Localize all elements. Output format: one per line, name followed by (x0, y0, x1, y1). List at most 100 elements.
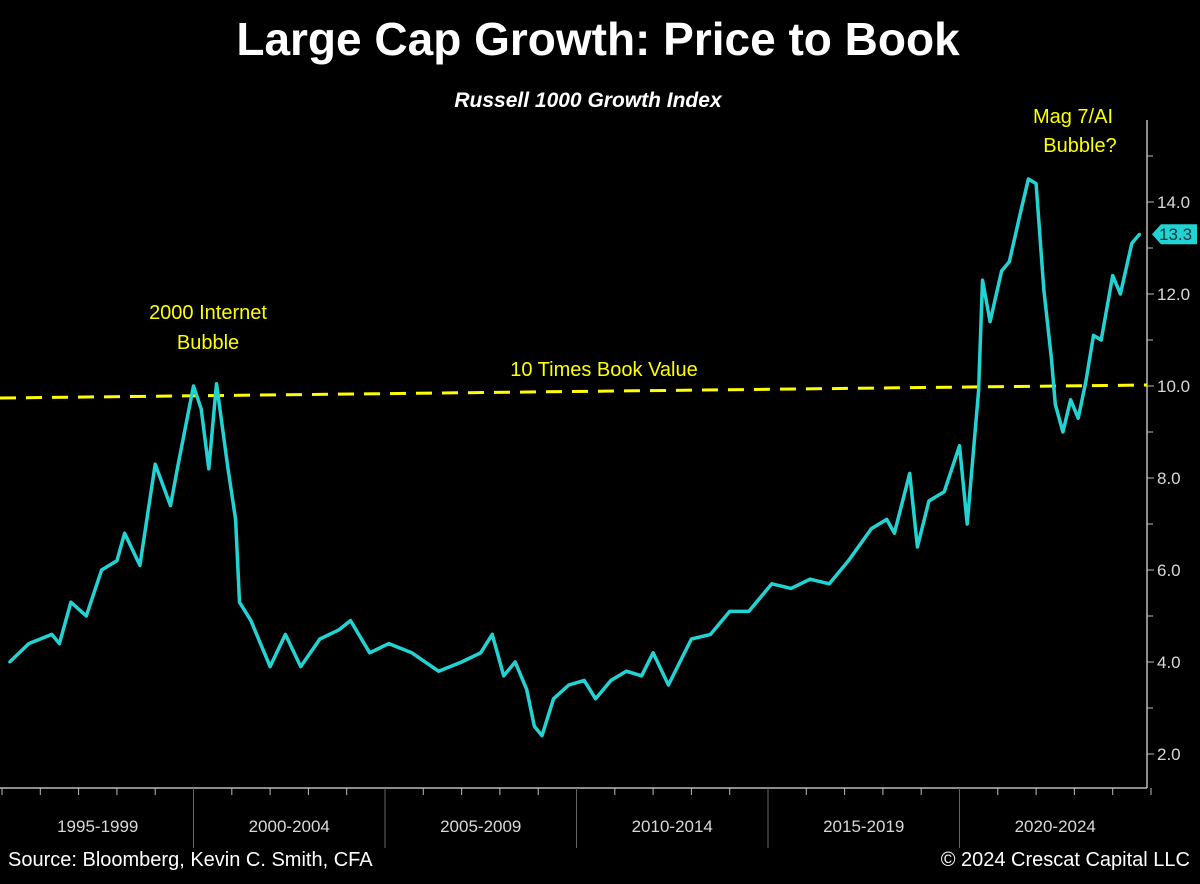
data-point (885, 517, 889, 521)
data-point (260, 646, 264, 650)
data-point (1053, 402, 1057, 406)
y-tick-label: 10.0 (1157, 377, 1190, 396)
data-point (747, 609, 751, 613)
data-point (57, 642, 61, 646)
copyright-note: © 2024 Crescat Capital LLC (941, 849, 1190, 871)
chart-subtitle: Russell 1000 Growth Index (454, 89, 723, 112)
data-point (283, 632, 287, 636)
data-point (651, 651, 655, 655)
data-point (540, 734, 544, 738)
data-point (728, 609, 732, 613)
data-point (609, 678, 613, 682)
y-tick-label: 14.0 (1157, 193, 1190, 212)
data-point (958, 444, 961, 448)
data-point (1076, 416, 1080, 420)
annotation-ai-bubble-line2: Bubble? (1043, 135, 1116, 157)
data-point (169, 504, 173, 508)
x-category-label: 2020-2024 (1015, 817, 1096, 836)
series-points (8, 177, 1142, 738)
data-point (226, 467, 230, 471)
x-category-label: 2015-2019 (823, 817, 904, 836)
annotation-internet-bubble-line1: 2000 Internet (149, 302, 267, 324)
data-point (567, 683, 571, 687)
data-point (237, 600, 241, 604)
data-point (624, 669, 628, 673)
data-point (689, 637, 693, 641)
data-point (437, 669, 441, 673)
data-point (100, 568, 104, 572)
data-point (846, 559, 850, 563)
data-point (207, 467, 211, 471)
data-point (980, 278, 984, 282)
data-point (153, 462, 157, 466)
data-point (827, 582, 831, 586)
data-point (915, 545, 919, 549)
y-tick-label: 8.0 (1157, 469, 1181, 488)
last-value-tag-shape (1152, 224, 1197, 245)
y-tick-label: 4.0 (1157, 653, 1181, 672)
x-category-label: 2000-2004 (249, 817, 330, 836)
data-point (1000, 269, 1004, 273)
data-point (27, 642, 31, 646)
data-point (552, 697, 556, 701)
data-point (789, 586, 793, 590)
data-point (1034, 182, 1038, 186)
data-point (299, 665, 303, 669)
annotation-internet-bubble-line2: Bubble (177, 332, 239, 354)
data-point (8, 660, 12, 664)
data-point (942, 490, 946, 494)
data-point (50, 632, 54, 636)
last-value-tag: 13.3 (1152, 224, 1197, 245)
data-point (594, 697, 598, 701)
data-point (927, 499, 931, 503)
data-point (709, 632, 713, 636)
data-point (1042, 287, 1046, 291)
y-tick-label: 12.0 (1157, 285, 1190, 304)
data-point (1019, 209, 1023, 213)
data-point (234, 517, 238, 521)
data-point (214, 382, 218, 386)
reference-line-10x (0, 383, 1148, 400)
data-point (349, 619, 353, 623)
data-point (1049, 356, 1053, 360)
data-point (176, 462, 180, 466)
data-point (460, 660, 464, 664)
data-point (1084, 379, 1088, 383)
data-point (977, 389, 981, 393)
data-point (582, 678, 586, 682)
data-point (502, 674, 506, 678)
data-point (199, 407, 203, 411)
data-point (1099, 338, 1103, 342)
data-point (1138, 232, 1142, 236)
data-point (387, 642, 391, 646)
data-point (808, 577, 812, 581)
x-category-label: 1995-1999 (57, 817, 138, 836)
data-point (908, 471, 912, 475)
data-point (640, 674, 644, 678)
chart-title: Large Cap Growth: Price to Book (236, 13, 960, 65)
y-tick-label: 2.0 (1157, 745, 1181, 764)
x-category-label: 2005-2009 (440, 817, 521, 836)
data-point (1130, 241, 1134, 245)
data-point (1111, 274, 1115, 278)
axes (0, 120, 1152, 848)
data-point (69, 600, 73, 604)
data-point (268, 665, 272, 669)
data-point (490, 632, 494, 636)
source-note: Source: Bloomberg, Kevin C. Smith, CFA (8, 849, 373, 871)
data-point (1007, 260, 1011, 264)
data-point (368, 651, 372, 655)
data-point (525, 688, 529, 692)
data-point (1026, 177, 1030, 181)
data-point (770, 582, 774, 586)
last-value-label: 13.3 (1159, 225, 1192, 244)
annotation-ai-bubble-line1: Mag 7/AI (1033, 106, 1113, 128)
data-point (892, 531, 896, 535)
series-line-price-to-book (8, 177, 1141, 738)
data-point (1061, 430, 1065, 434)
x-axis-categories: 1995-1999 2000-2004 2005-2009 2010-2014 2015… (57, 817, 1096, 836)
data-point (532, 724, 536, 728)
data-point (337, 628, 341, 632)
data-point (1118, 292, 1122, 296)
